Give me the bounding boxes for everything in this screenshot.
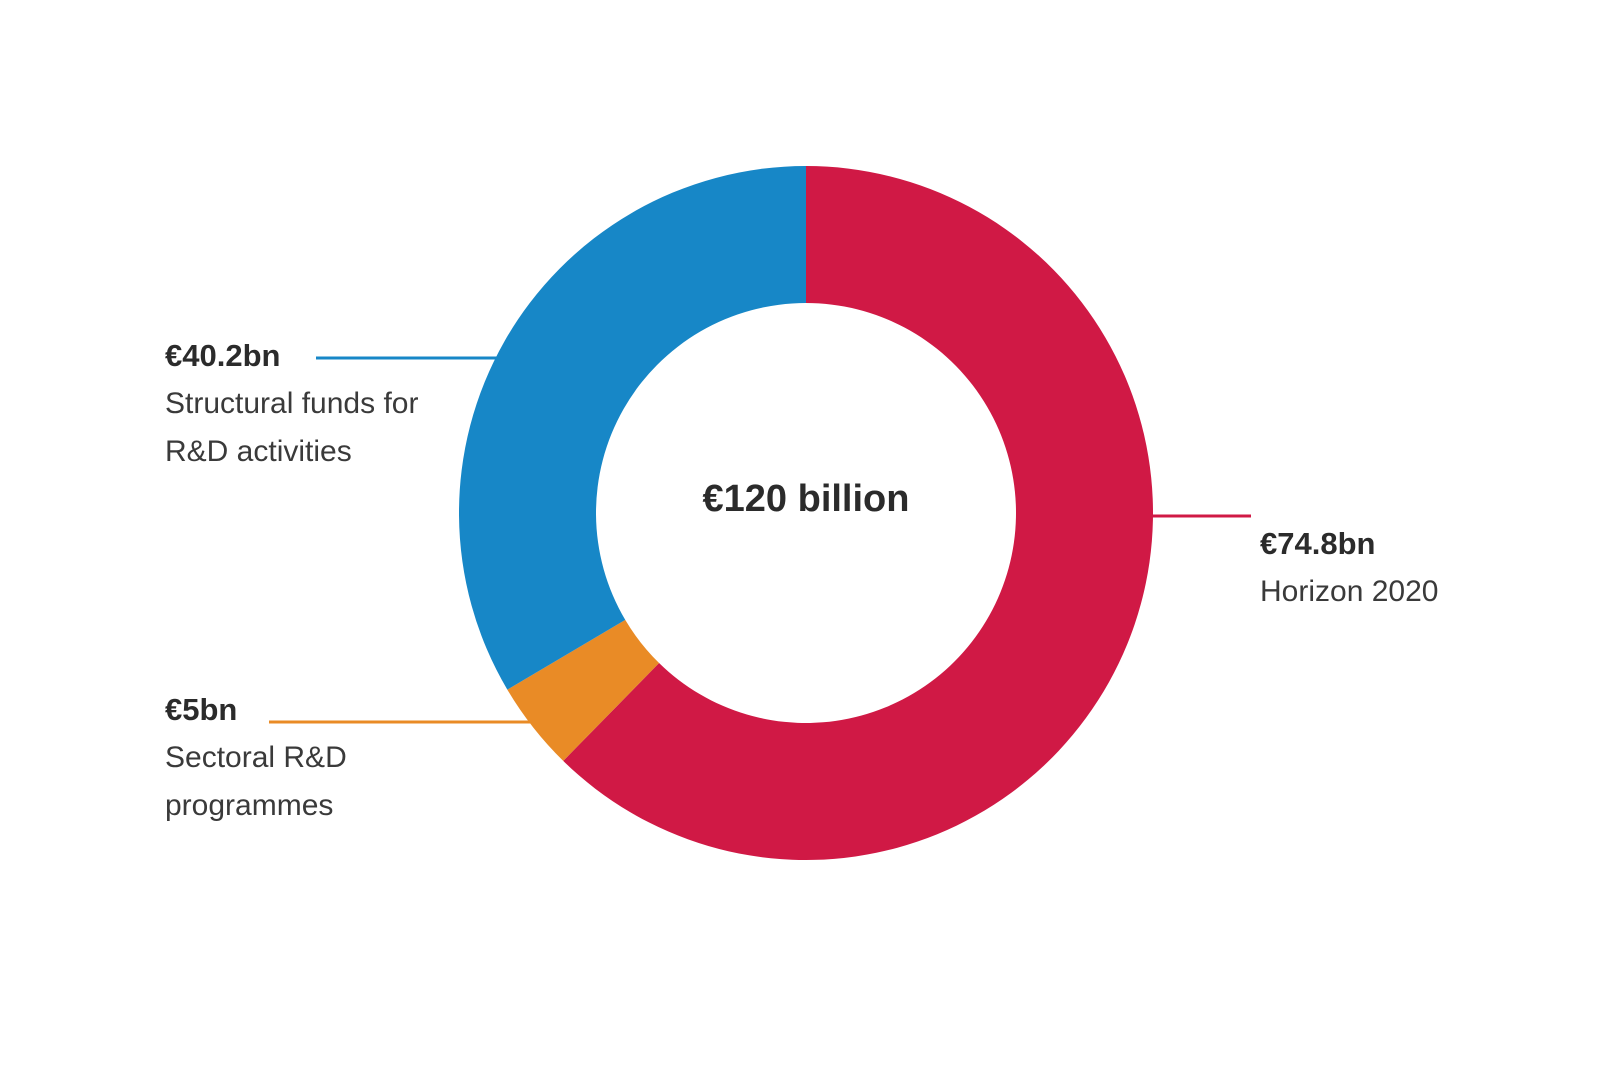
slice-value-horizon-2020: €74.8bn bbox=[1260, 526, 1376, 561]
slice-label-sectoral-programmes: €5bn Sectoral R&D programmes bbox=[165, 686, 425, 830]
slice-label-horizon-2020: €74.8bn Horizon 2020 bbox=[1260, 520, 1560, 616]
donut-slice-structural-funds-for-r-d-activities bbox=[459, 166, 806, 690]
donut-slice-sectoral-r-d-programmes bbox=[507, 619, 660, 761]
slice-name-structural-funds-line2: R&D activities bbox=[165, 435, 352, 468]
donut-slice-horizon-2020 bbox=[563, 166, 1153, 860]
slice-value-sectoral-programmes: €5bn bbox=[165, 692, 238, 727]
slice-name-horizon-2020: Horizon 2020 bbox=[1260, 575, 1439, 608]
leader-lines bbox=[269, 356, 1251, 724]
donut-slices bbox=[459, 166, 1153, 860]
slice-label-structural-funds: €40.2bn Structural funds for R&D activit… bbox=[165, 332, 465, 476]
total-label: €120 billion bbox=[703, 478, 910, 520]
slice-name-sectoral-programmes-line2: programmes bbox=[165, 789, 334, 822]
slice-name-structural-funds-line1: Structural funds for bbox=[165, 387, 419, 420]
slice-name-sectoral-programmes-line1: Sectoral R&D bbox=[165, 741, 347, 774]
slice-value-structural-funds: €40.2bn bbox=[165, 338, 281, 373]
